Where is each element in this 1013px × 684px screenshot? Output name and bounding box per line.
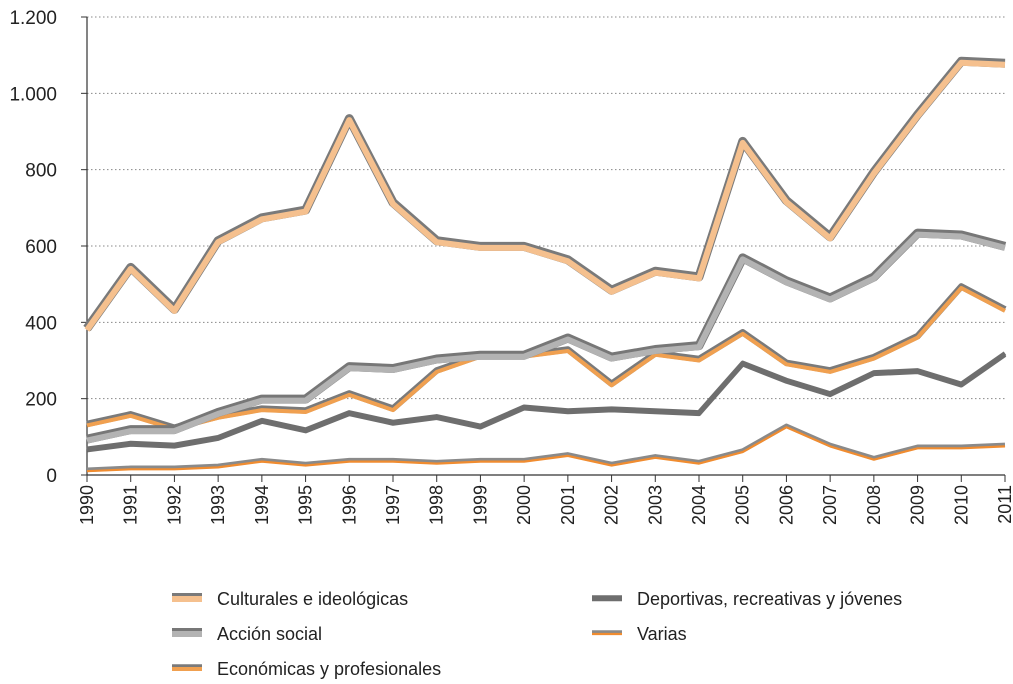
x-tick-label: 1990 — [77, 485, 97, 525]
legend-label: Económicas y profesionales — [217, 659, 441, 679]
x-tick-label: 2004 — [689, 485, 709, 525]
x-axis-ticks: 1990 1991 1992 1993 1994 1995 1996 1997 1998 1999… — [77, 475, 1013, 525]
x-tick-label: 1996 — [339, 485, 359, 525]
legend-label: Acción social — [217, 624, 322, 644]
series-0 — [83, 56, 1006, 332]
x-tick-label: 2006 — [776, 485, 796, 525]
legend-item: Económicas y profesionales — [172, 659, 441, 679]
series-line — [86, 352, 1007, 453]
series-4 — [86, 423, 1006, 473]
legend-label: Culturales e ideológicas — [217, 589, 408, 609]
y-tick-label: 600 — [25, 237, 57, 258]
legend: Culturales e ideológicas Acción social Eco… — [172, 589, 902, 679]
series-line — [86, 426, 1006, 473]
x-tick-label: 1991 — [121, 485, 141, 525]
series-line — [86, 286, 1006, 432]
series-line-edge — [86, 423, 1006, 472]
x-tick-label: 2001 — [558, 485, 578, 525]
y-tick-label: 0 — [46, 466, 57, 487]
series-line — [84, 59, 1006, 332]
x-tick-label: 1997 — [383, 485, 403, 525]
x-tick-label: 1999 — [470, 485, 490, 525]
x-tick-label: 1994 — [252, 485, 272, 525]
x-tick-label: 1998 — [427, 485, 447, 525]
series-3 — [86, 351, 1007, 453]
y-tick-label: 200 — [25, 390, 57, 411]
legend-label: Varias — [637, 624, 687, 644]
series-line — [86, 231, 1006, 444]
x-tick-label: 1993 — [208, 485, 228, 525]
series-lines — [83, 56, 1007, 473]
x-tick-label: 2010 — [951, 485, 971, 525]
legend-item: Culturales e ideológicas — [172, 589, 408, 609]
x-tick-label: 2005 — [733, 485, 753, 525]
legend-item: Deportivas, recreativas y jóvenes — [592, 589, 902, 609]
y-tick-label: 1.200 — [9, 8, 57, 29]
x-tick-label: 2011 — [995, 485, 1013, 524]
x-tick-label: 2002 — [602, 485, 622, 525]
x-tick-label: 2003 — [645, 485, 665, 525]
grid-lines — [87, 16, 1005, 400]
x-tick-label: 2000 — [514, 485, 534, 525]
y-tick-label: 800 — [25, 161, 57, 182]
series-2 — [86, 283, 1007, 432]
x-tick-label: 1992 — [164, 485, 184, 525]
y-tick-label: 400 — [25, 313, 57, 334]
legend-label: Deportivas, recreativas y jóvenes — [637, 589, 902, 609]
x-tick-label: 2008 — [864, 485, 884, 525]
x-tick-label: 2007 — [820, 485, 840, 525]
y-tick-label: 1.000 — [9, 84, 57, 105]
legend-item: Acción social — [172, 624, 322, 644]
x-tick-label: 1995 — [296, 485, 316, 525]
x-tick-label: 2009 — [908, 485, 928, 525]
series-line-edge — [83, 56, 1006, 332]
legend-item: Varias — [592, 624, 687, 644]
series-1 — [86, 228, 1007, 444]
y-axis-ticks: 0 200 400 600 800 1.000 1.200 — [9, 8, 87, 487]
